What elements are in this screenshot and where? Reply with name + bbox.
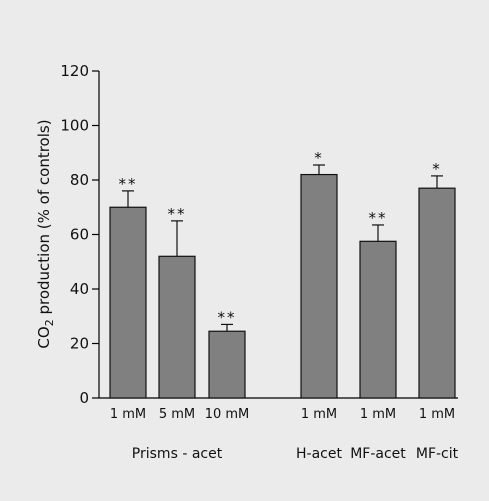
group-labels: Prisms - acet H-acet MF-acet MF-cit — [132, 446, 459, 462]
y-tick-label: 80 — [70, 171, 89, 189]
group-label: MF-acet — [350, 446, 406, 462]
significance-marker: * — [432, 160, 442, 178]
significance-marker: ** — [369, 209, 388, 227]
bar-category-label: 1 mM — [301, 407, 337, 422]
significance-marker: * — [314, 149, 324, 167]
bar — [208, 330, 246, 399]
y-tick-label: 40 — [70, 280, 89, 298]
bar-category-label: 5 mM — [159, 407, 195, 422]
bar-category-label: 10 mM — [205, 407, 250, 422]
y-tick-label: 20 — [70, 335, 89, 353]
category-labels: 1 mM 5 mM 10 mM 1 mM 1 mM 1 mM — [110, 407, 455, 422]
y-axis-label-sub: 2 — [43, 319, 56, 326]
bars: ********** — [109, 149, 456, 399]
y-tick-label: 120 — [60, 62, 89, 80]
bar — [158, 255, 196, 399]
bar — [359, 240, 397, 399]
y-tick-label: 60 — [70, 226, 89, 244]
y-axis-label: CO2 production (% of controls) — [35, 119, 56, 348]
y-axis-label-pre: CO — [35, 326, 53, 348]
significance-marker: ** — [119, 175, 138, 193]
y-axis-label-post: production (% of controls) — [35, 119, 53, 319]
bar — [418, 187, 456, 399]
y-tick-label: 0 — [79, 389, 89, 407]
y-ticks: 0 20 40 60 80 100 120 — [60, 62, 99, 407]
group-label: MF-cit — [416, 446, 459, 462]
bar — [109, 206, 147, 399]
axes — [98, 71, 458, 399]
bar-category-label: 1 mM — [110, 407, 146, 422]
significance-marker: ** — [218, 308, 237, 326]
bar — [300, 173, 338, 399]
significance-marker: ** — [168, 205, 187, 223]
bar-category-label: 1 mM — [360, 407, 396, 422]
bar-category-label: 1 mM — [419, 407, 455, 422]
group-label: H-acet — [296, 446, 342, 462]
group-label: Prisms - acet — [132, 446, 223, 462]
y-tick-label: 100 — [60, 117, 89, 135]
